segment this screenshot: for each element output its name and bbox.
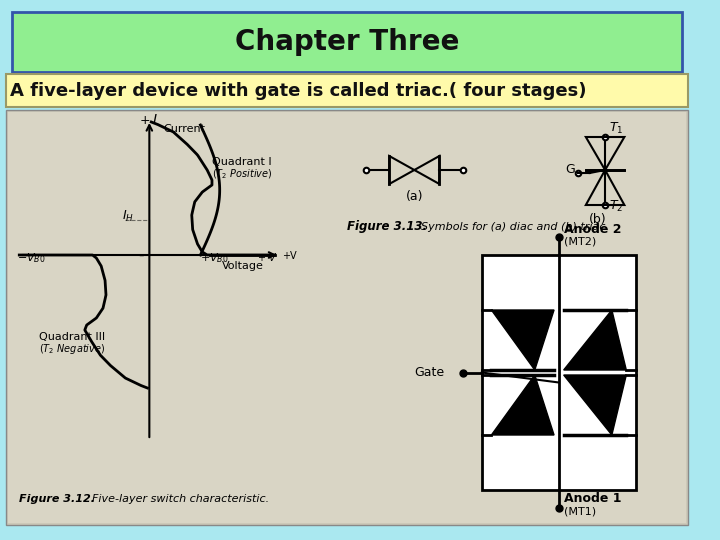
Text: I: I <box>152 113 156 127</box>
Text: Five-layer switch characteristic.: Five-layer switch characteristic. <box>85 494 269 504</box>
Polygon shape <box>492 310 554 370</box>
Text: $+\ V$: $+\ V$ <box>257 251 278 263</box>
Text: Voltage: Voltage <box>222 261 264 271</box>
Text: Quadrant III: Quadrant III <box>39 332 104 342</box>
Text: $T_1$: $T_1$ <box>609 121 624 136</box>
Text: (MT2): (MT2) <box>564 237 596 247</box>
Bar <box>6 74 688 107</box>
Text: (MT1): (MT1) <box>564 506 595 516</box>
Bar <box>12 12 682 72</box>
Text: +: + <box>140 114 150 127</box>
Text: (b): (b) <box>588 213 606 226</box>
Bar <box>8 112 686 523</box>
Text: Current: Current <box>164 124 206 134</box>
Text: Quadrant I: Quadrant I <box>212 157 271 167</box>
Polygon shape <box>492 375 554 435</box>
Polygon shape <box>564 310 626 370</box>
Text: +V: +V <box>282 251 297 261</box>
Text: $I_H$: $I_H$ <box>122 209 135 224</box>
Text: Symbols for (a) diac and (b) triac.: Symbols for (a) diac and (b) triac. <box>414 222 609 232</box>
Text: G: G <box>566 163 575 176</box>
Bar <box>482 255 636 490</box>
Text: $(T_2\ Positive)$: $(T_2\ Positive)$ <box>212 167 272 181</box>
Polygon shape <box>564 375 626 435</box>
Text: A five-layer device with gate is called triac.( four stages): A five-layer device with gate is called … <box>9 82 586 100</box>
Text: Figure 3.13.: Figure 3.13. <box>347 220 427 233</box>
Text: Anode 1: Anode 1 <box>564 492 621 505</box>
Text: Gate: Gate <box>414 367 444 380</box>
Text: $-V_{B0}$: $-V_{B0}$ <box>17 251 46 265</box>
Text: $T_2$: $T_2$ <box>609 199 624 214</box>
Text: Chapter Three: Chapter Three <box>235 28 459 56</box>
Text: $(T_2\ Negative)$: $(T_2\ Negative)$ <box>39 342 105 356</box>
Bar <box>6 110 688 525</box>
Text: $+V_{B0}$: $+V_{B0}$ <box>200 251 229 265</box>
Text: (a): (a) <box>405 190 423 203</box>
Text: -: - <box>138 248 143 263</box>
Text: Anode 2: Anode 2 <box>564 223 621 236</box>
Text: Figure 3.12.: Figure 3.12. <box>19 494 95 504</box>
